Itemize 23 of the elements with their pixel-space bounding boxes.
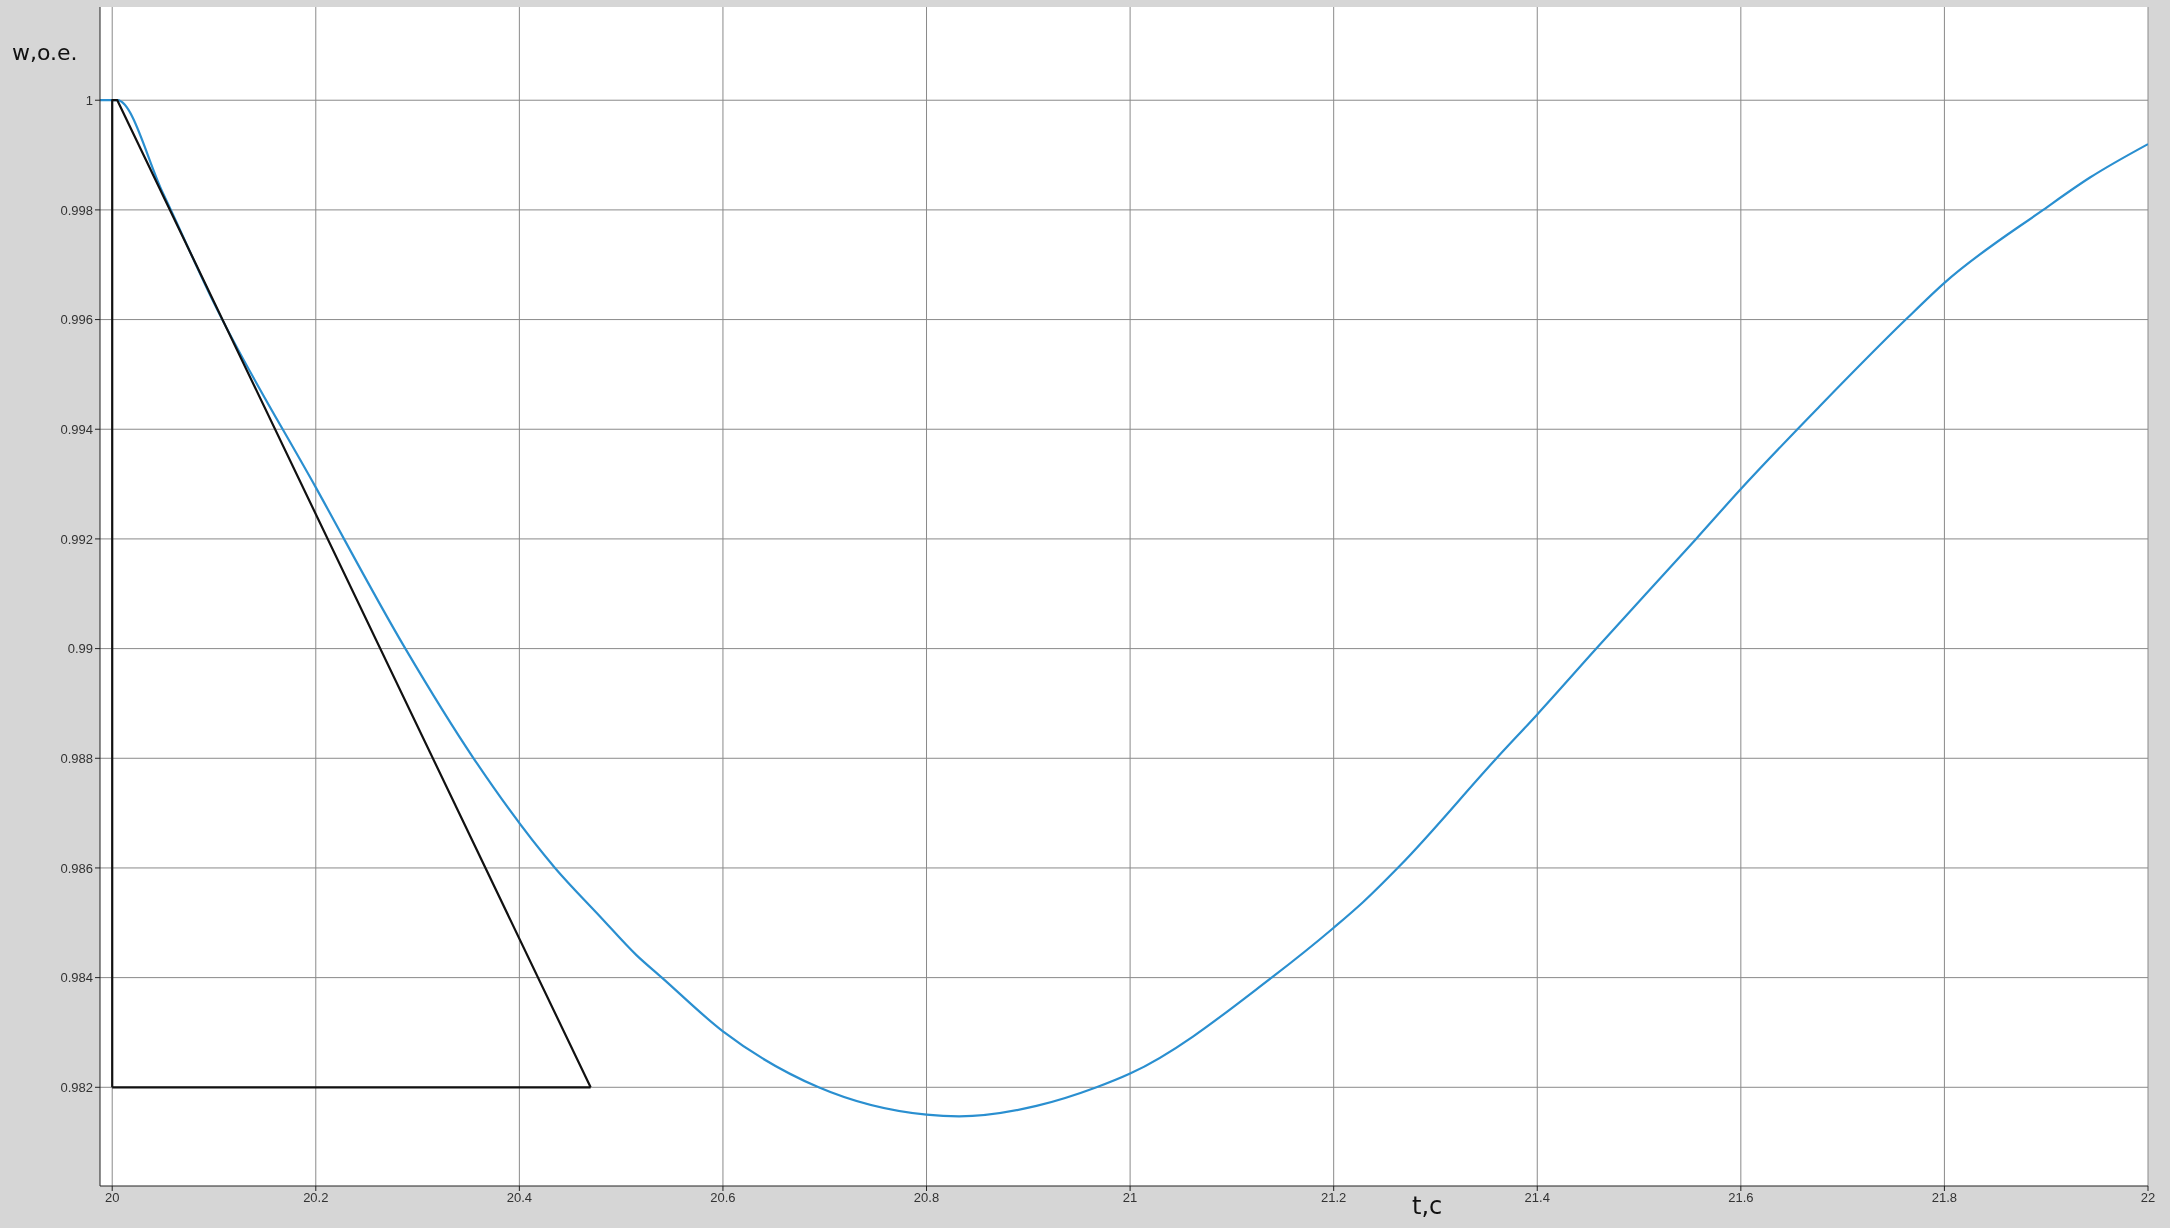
y-tick-label: 0.988: [60, 750, 93, 766]
y-tick-label: 0.984: [60, 970, 93, 986]
y-tick-label: 1: [85, 92, 93, 108]
y-tick-label: 0.982: [60, 1079, 93, 1095]
y-tick-label: 0.99: [67, 641, 93, 657]
y-tick-label: 0.992: [60, 531, 93, 547]
y-tick-label: 0.998: [60, 202, 93, 218]
x-tick-label: 20.2: [303, 1190, 329, 1206]
x-tick-label: 20: [104, 1190, 120, 1206]
x-tick-label: 20.6: [710, 1190, 736, 1206]
x-tick-label: 21.4: [1524, 1190, 1550, 1206]
x-tick-label: 21: [1122, 1190, 1138, 1206]
y-axis-title: w,o.e.: [12, 40, 78, 65]
x-tick-label: 22: [2140, 1190, 2156, 1206]
y-tick-label: 0.994: [60, 421, 93, 437]
y-tick-label: 0.986: [60, 860, 93, 876]
x-tick-label: 20.4: [506, 1190, 533, 1206]
y-tick-label: 0.996: [60, 312, 93, 328]
x-tick-label: 21.2: [1321, 1190, 1347, 1206]
x-tick-label: 21.8: [1931, 1190, 1958, 1206]
x-tick-label: 20.8: [913, 1190, 940, 1206]
x-axis-title: t,c: [1412, 1192, 1443, 1220]
x-tick-label: 21.6: [1728, 1190, 1754, 1206]
